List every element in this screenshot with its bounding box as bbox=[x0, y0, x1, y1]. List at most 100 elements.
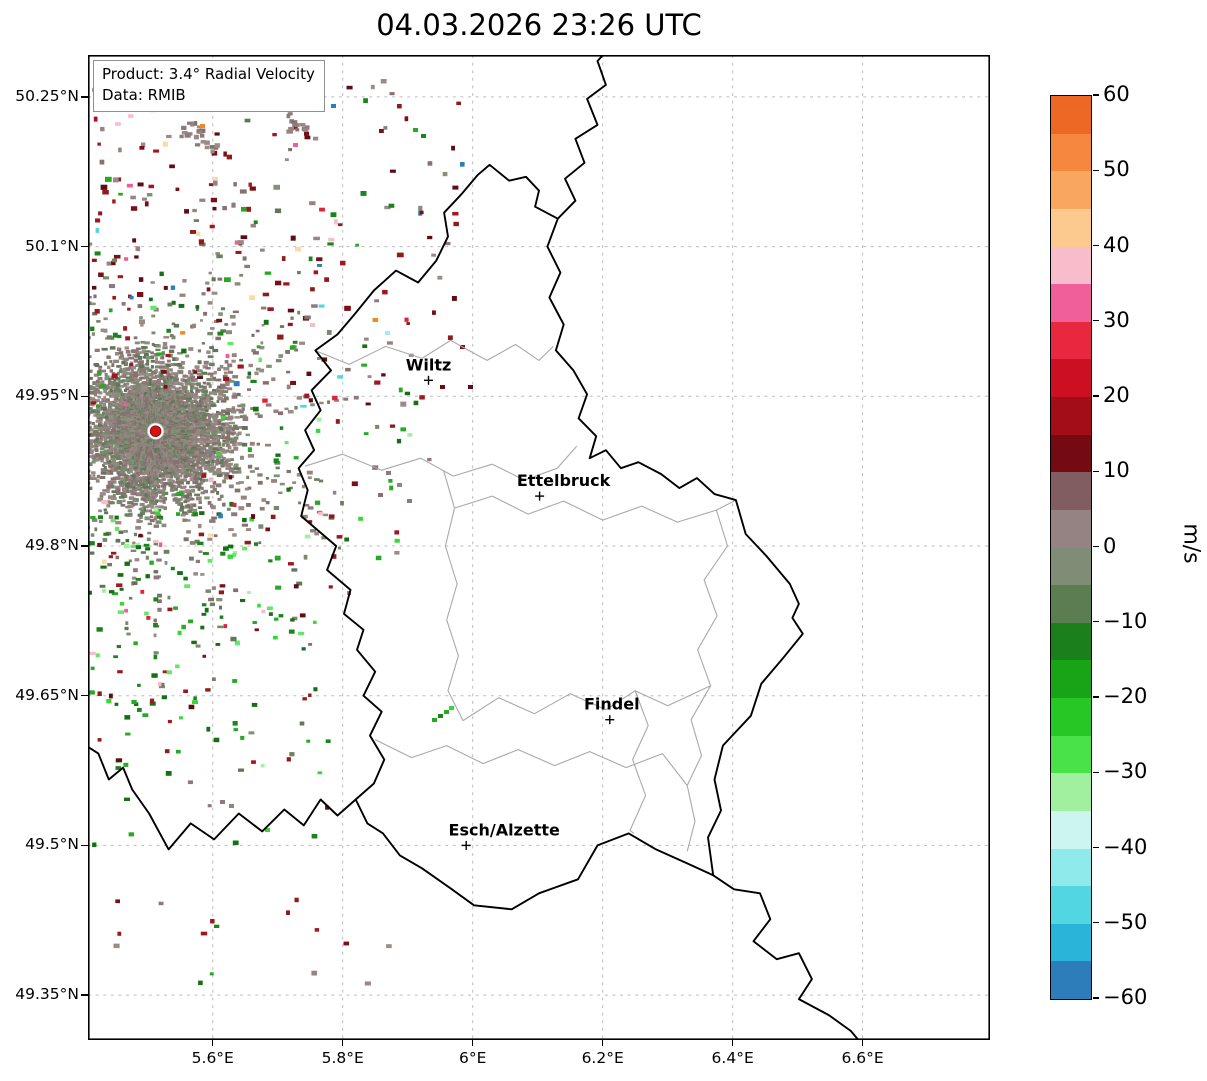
y-tick-label: 49.95°N bbox=[15, 386, 79, 405]
city-markers: Wiltz Ettelbruck Findel Esch/Alzette bbox=[406, 355, 640, 850]
colorbar-segment bbox=[1051, 622, 1091, 661]
x-tick-mark bbox=[601, 1040, 604, 1046]
x-tick-label: 6.2°E bbox=[581, 1049, 624, 1067]
colorbar-tick-label: 60 bbox=[1103, 82, 1130, 106]
colorbar-tick-label: −20 bbox=[1103, 684, 1148, 708]
colorbar-tick-label: 40 bbox=[1103, 232, 1130, 257]
district-border-line bbox=[454, 495, 737, 523]
district-border-line bbox=[462, 685, 711, 722]
colorbar-tick-label: 30 bbox=[1103, 307, 1130, 332]
colorbar-tick-mark bbox=[1093, 846, 1099, 849]
x-tick-label: 6.4°E bbox=[711, 1049, 754, 1067]
colorbar bbox=[1050, 95, 1092, 1000]
colorbar-tick-label: 10 bbox=[1103, 458, 1130, 483]
colorbar-segment bbox=[1051, 848, 1091, 887]
colorbar-tick-mark bbox=[1093, 169, 1099, 171]
district-border-line bbox=[629, 690, 649, 834]
city-label: Wiltz bbox=[406, 355, 452, 374]
map-plot-area: Wiltz Ettelbruck Findel Esch/Alzette bbox=[88, 55, 990, 1040]
colorbar-tick-mark bbox=[1093, 94, 1099, 96]
colorbar-segment bbox=[1051, 208, 1091, 247]
x-tick-mark bbox=[342, 1040, 344, 1046]
colorbar-tick-label: −60 bbox=[1103, 985, 1148, 1009]
district-border-line bbox=[374, 739, 688, 786]
plot-frame bbox=[88, 55, 990, 1040]
y-tick-label: 50.25°N bbox=[15, 86, 79, 105]
x-tick-label: 6°E bbox=[459, 1049, 487, 1067]
country-border-line bbox=[556, 55, 607, 220]
x-tick-label: 6.6°E bbox=[841, 1049, 884, 1067]
colorbar-segment bbox=[1051, 961, 1091, 999]
y-tick-mark bbox=[81, 96, 88, 98]
colorbar-segment bbox=[1051, 171, 1091, 209]
colorbar-unit-label: m/s bbox=[1178, 523, 1204, 564]
colorbar-segment bbox=[1051, 698, 1091, 736]
y-tick-mark bbox=[81, 694, 88, 697]
y-tick-label: 49.8°N bbox=[25, 536, 79, 554]
colorbar-tick-mark bbox=[1093, 621, 1099, 623]
colorbar-segment bbox=[1051, 359, 1091, 397]
country-border-line bbox=[88, 745, 357, 851]
colorbar-tick-label: 50 bbox=[1103, 157, 1130, 182]
colorbar-tick-mark bbox=[1093, 696, 1099, 698]
colorbar-tick-mark bbox=[1093, 470, 1099, 472]
colorbar-segment bbox=[1051, 585, 1091, 623]
colorbar-tick-mark bbox=[1093, 997, 1099, 999]
x-tick-mark bbox=[861, 1040, 864, 1046]
colorbar-tick-mark bbox=[1093, 771, 1099, 773]
figure-title: 04.03.2026 23:26 UTC bbox=[376, 8, 702, 42]
colorbar-tick-mark bbox=[1093, 244, 1099, 247]
country-borders bbox=[88, 55, 860, 1040]
product-label: Product: 3.4° Radial Velocity bbox=[102, 65, 315, 83]
colorbar-tick-label: −40 bbox=[1103, 834, 1148, 859]
colorbar-segment bbox=[1051, 660, 1091, 698]
colorbar-segment bbox=[1051, 509, 1091, 548]
colorbar-segment bbox=[1051, 96, 1091, 134]
colorbar-tick-mark bbox=[1093, 320, 1099, 322]
colorbar-tick-mark bbox=[1093, 395, 1099, 397]
x-tick-mark bbox=[212, 1040, 214, 1046]
y-tick-mark bbox=[81, 395, 88, 397]
district-border-line bbox=[304, 445, 578, 481]
colorbar-segment bbox=[1051, 284, 1091, 322]
district-borders bbox=[304, 339, 737, 852]
y-tick-label: 49.35°N bbox=[15, 985, 79, 1004]
x-tick-label: 5.8°E bbox=[321, 1049, 364, 1067]
colorbar-tick-label: −50 bbox=[1103, 909, 1148, 934]
colorbar-segment bbox=[1051, 321, 1091, 360]
radar-site-marker bbox=[146, 422, 165, 440]
colorbar-tick-label: 0 bbox=[1103, 533, 1117, 558]
data-source-label: Data: RMIB bbox=[102, 86, 186, 104]
country-border-line bbox=[712, 874, 860, 1040]
colorbar-tick-mark bbox=[1093, 545, 1099, 548]
y-tick-mark bbox=[81, 545, 88, 547]
city-label: Ettelbruck bbox=[517, 471, 611, 490]
district-border-line bbox=[442, 470, 464, 721]
colorbar-segment bbox=[1051, 397, 1091, 435]
colorbar-segment bbox=[1051, 886, 1091, 924]
y-tick-label: 49.5°N bbox=[25, 835, 79, 854]
radar-site-dot bbox=[149, 425, 162, 437]
colorbar-segment bbox=[1051, 547, 1091, 586]
colorbar-segment bbox=[1051, 472, 1091, 510]
y-tick-label: 50.1°N bbox=[25, 236, 79, 255]
district-border-line bbox=[686, 509, 729, 852]
district-border-line bbox=[314, 339, 554, 365]
country-border-line bbox=[297, 163, 804, 911]
gridlines bbox=[88, 55, 990, 1040]
y-tick-mark bbox=[81, 994, 88, 996]
product-info-box: Product: 3.4° Radial Velocity Data: RMIB bbox=[93, 60, 325, 112]
x-tick-mark bbox=[731, 1040, 734, 1046]
y-tick-mark bbox=[81, 844, 88, 847]
y-tick-label: 49.65°N bbox=[15, 685, 79, 704]
colorbar-tick-mark bbox=[1093, 922, 1099, 924]
colorbar-tick-label: −30 bbox=[1103, 759, 1148, 784]
x-tick-label: 5.6°E bbox=[191, 1049, 234, 1067]
plot-border bbox=[88, 55, 990, 1040]
colorbar-segment bbox=[1051, 810, 1091, 849]
colorbar-tick-label: −10 bbox=[1103, 608, 1148, 633]
colorbar-segment bbox=[1051, 246, 1091, 285]
y-tick-mark bbox=[81, 245, 88, 248]
city-label: Esch/Alzette bbox=[449, 820, 561, 839]
